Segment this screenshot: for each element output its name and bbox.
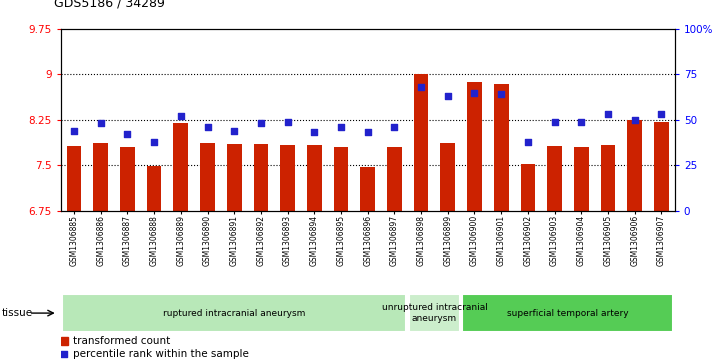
FancyBboxPatch shape bbox=[463, 294, 673, 332]
Bar bbox=[200, 143, 215, 211]
Bar bbox=[547, 146, 562, 211]
Bar bbox=[467, 82, 482, 211]
Point bbox=[59, 351, 70, 357]
Point bbox=[469, 90, 481, 95]
Point bbox=[202, 124, 213, 130]
Text: tissue: tissue bbox=[1, 308, 33, 318]
Bar bbox=[120, 147, 135, 211]
Bar bbox=[227, 144, 241, 211]
Text: ruptured intracranial aneurysm: ruptured intracranial aneurysm bbox=[163, 309, 306, 318]
Bar bbox=[66, 146, 81, 211]
Text: percentile rank within the sample: percentile rank within the sample bbox=[73, 349, 249, 359]
Point bbox=[149, 139, 160, 144]
Bar bbox=[387, 147, 402, 211]
Bar bbox=[333, 147, 348, 211]
Bar bbox=[147, 166, 161, 211]
Bar bbox=[628, 121, 642, 211]
Point bbox=[362, 130, 373, 135]
Bar bbox=[441, 143, 455, 211]
Point bbox=[655, 111, 667, 117]
Point bbox=[121, 131, 133, 137]
Text: unruptured intracranial
aneurysm: unruptured intracranial aneurysm bbox=[381, 303, 488, 323]
FancyBboxPatch shape bbox=[409, 294, 460, 332]
Point bbox=[95, 121, 106, 126]
Bar bbox=[61, 337, 69, 346]
Bar bbox=[574, 147, 588, 211]
Point bbox=[496, 91, 507, 97]
Bar bbox=[494, 84, 508, 211]
Point bbox=[549, 119, 560, 125]
Bar bbox=[174, 123, 188, 211]
Point bbox=[308, 130, 320, 135]
Bar bbox=[253, 144, 268, 211]
Point bbox=[255, 121, 266, 126]
Bar bbox=[281, 145, 295, 211]
Bar bbox=[307, 145, 322, 211]
Bar bbox=[600, 144, 615, 211]
Text: transformed count: transformed count bbox=[73, 336, 170, 346]
Bar bbox=[361, 167, 375, 211]
Point bbox=[175, 113, 186, 119]
Point bbox=[336, 124, 347, 130]
Text: superficial temporal artery: superficial temporal artery bbox=[507, 309, 629, 318]
Point bbox=[442, 93, 453, 99]
Point bbox=[629, 117, 640, 123]
Point bbox=[522, 139, 533, 144]
Point bbox=[69, 128, 80, 134]
Point bbox=[228, 128, 240, 134]
Text: GDS5186 / 34289: GDS5186 / 34289 bbox=[54, 0, 164, 9]
Point bbox=[416, 84, 427, 90]
Bar bbox=[654, 122, 669, 211]
Bar bbox=[413, 74, 428, 211]
FancyBboxPatch shape bbox=[62, 294, 406, 332]
Point bbox=[575, 119, 587, 125]
Point bbox=[388, 124, 400, 130]
Point bbox=[603, 111, 614, 117]
Bar bbox=[94, 143, 108, 211]
Bar bbox=[521, 164, 536, 211]
Point bbox=[282, 119, 293, 125]
